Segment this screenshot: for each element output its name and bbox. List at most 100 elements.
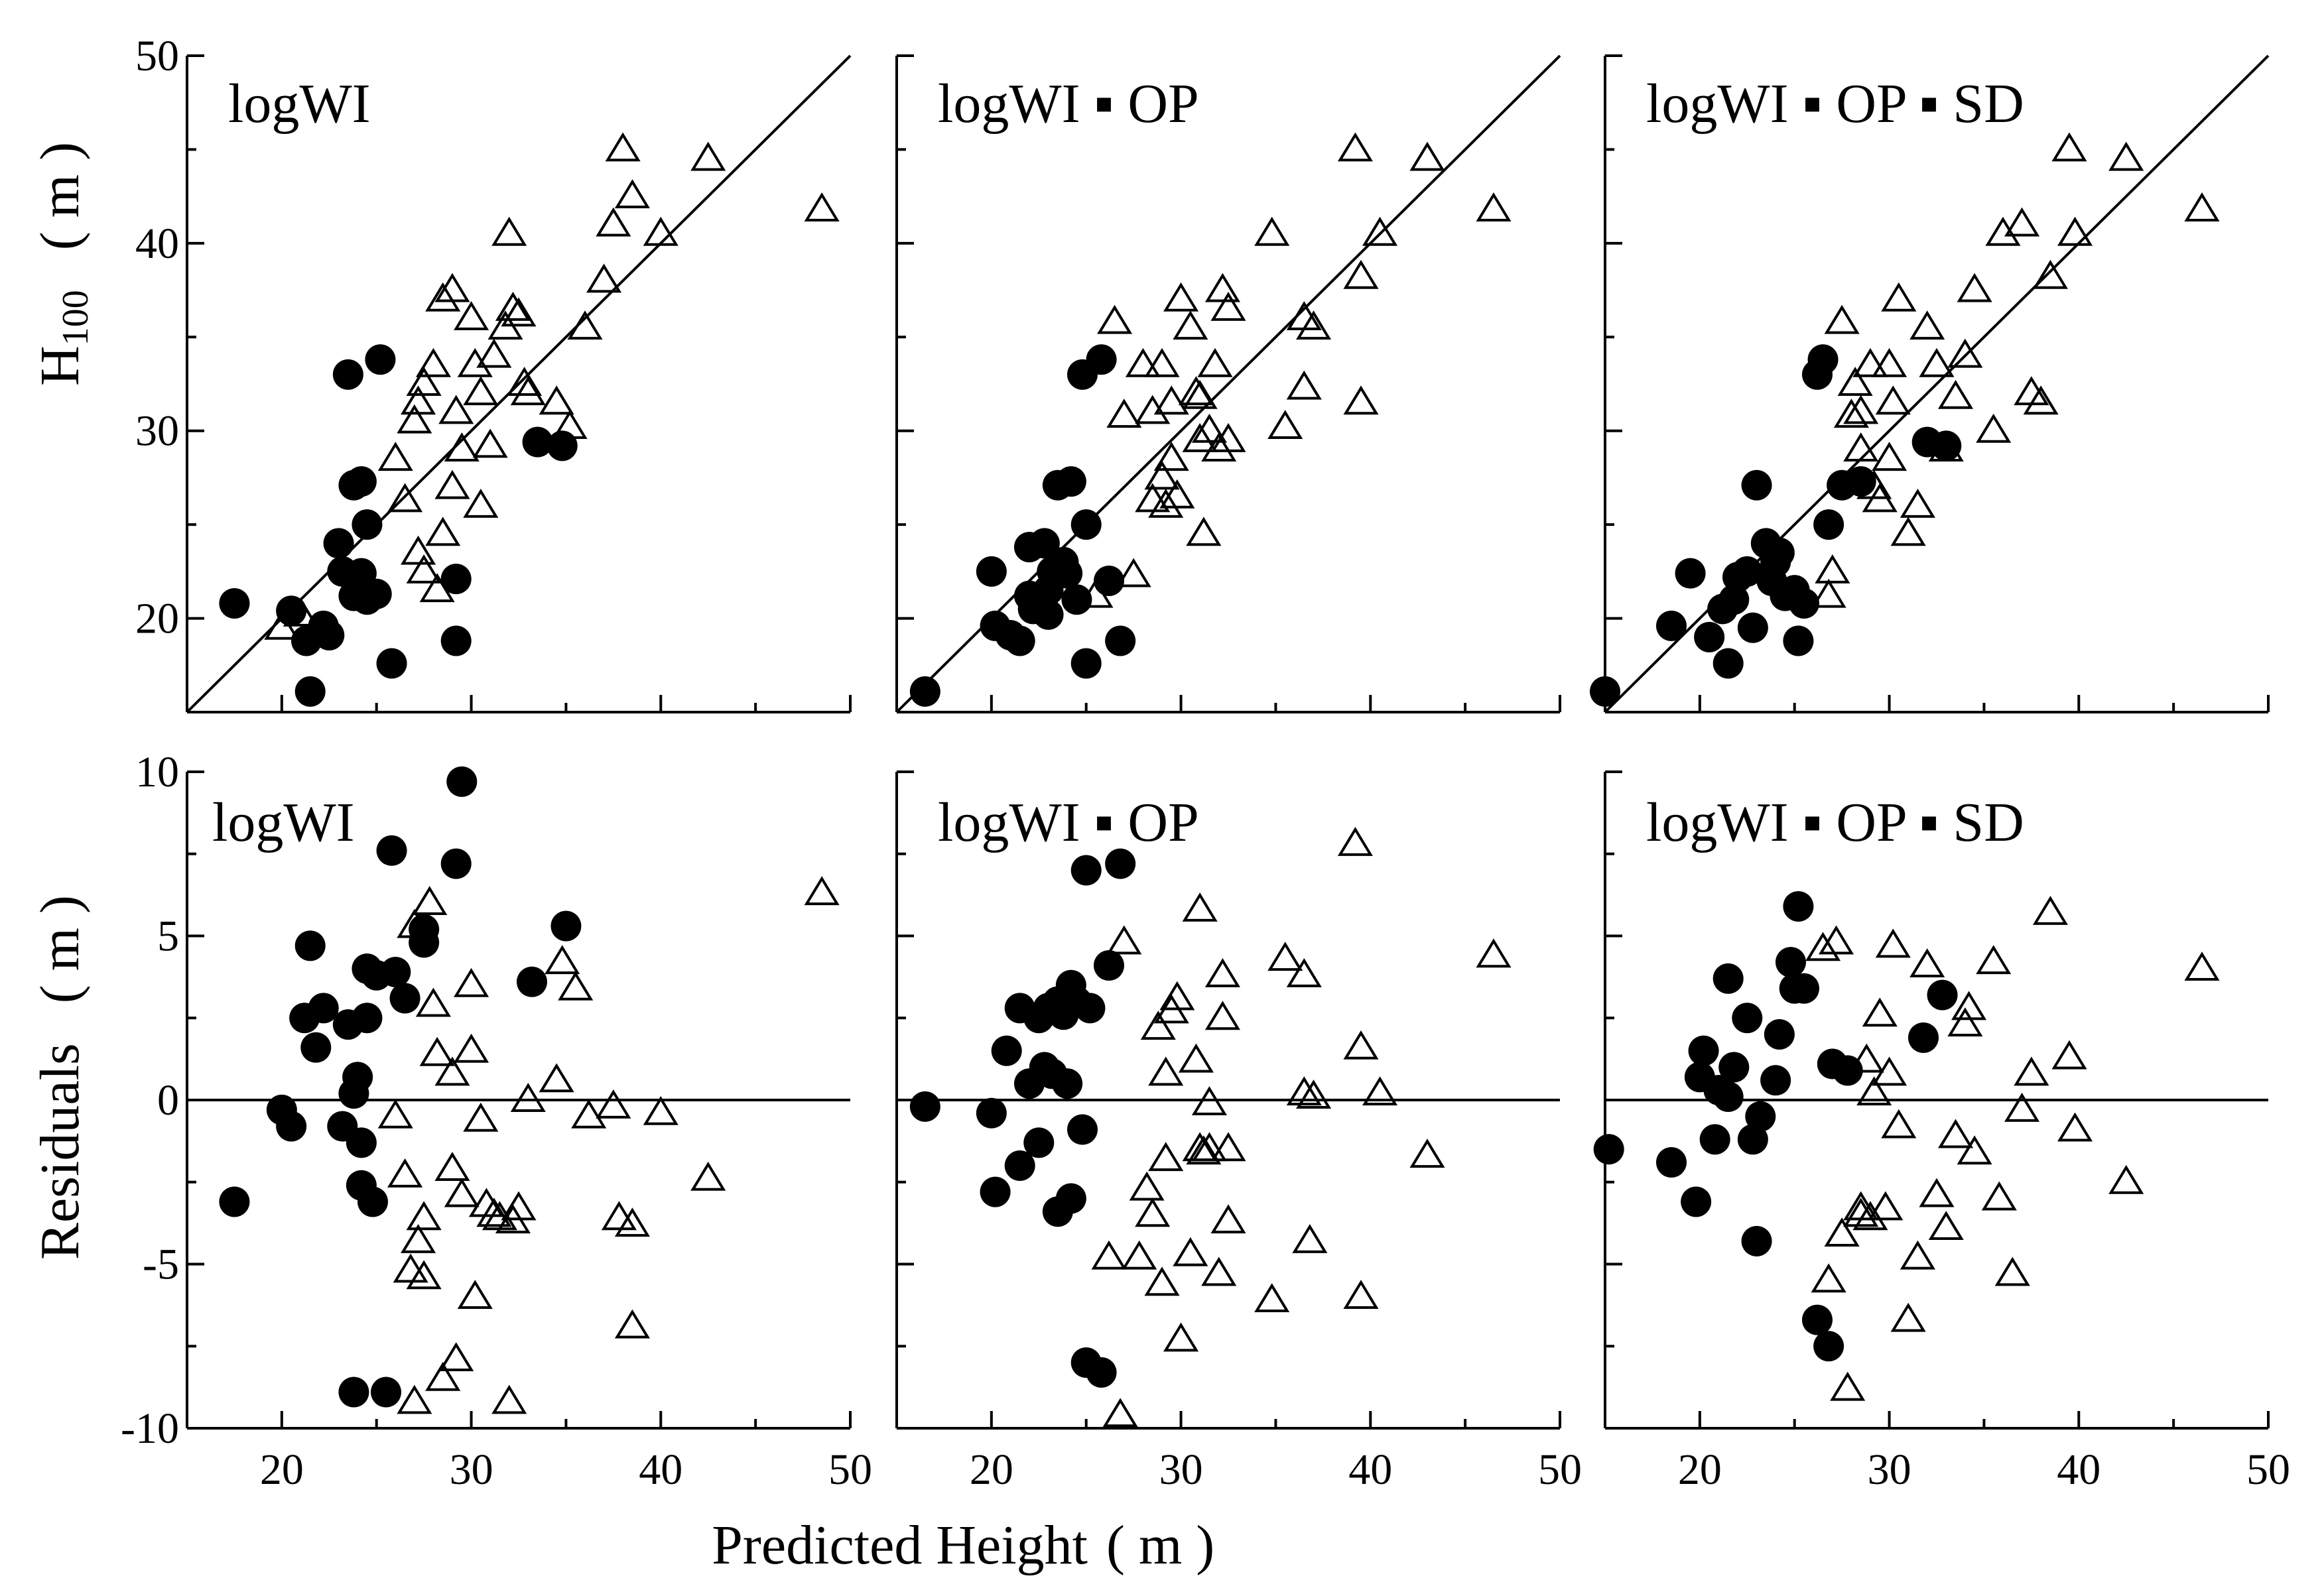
data-point-triangle (1210, 422, 1246, 452)
series-triangles (1091, 827, 1512, 1428)
panel-0-0: 20 30 40 50 logWI (135, 32, 852, 713)
data-point-circle (1813, 509, 1844, 540)
data-point-triangle (2108, 141, 2144, 171)
data-point-triangle (510, 376, 546, 406)
data-point-triangle (1106, 925, 1142, 955)
data-point-circle (1675, 558, 1706, 589)
data-point-circle (1732, 1003, 1763, 1034)
data-point-circle (352, 509, 383, 540)
data-point-triangle (444, 432, 480, 461)
data-point-triangle (1819, 925, 1854, 955)
data-point-triangle (476, 338, 512, 368)
x-axis-label: Predicted Height (712, 1514, 1088, 1576)
data-point-triangle (1204, 273, 1240, 302)
series-circles (909, 344, 1136, 707)
data-point-triangle (1843, 1197, 1879, 1227)
data-point-triangle (283, 597, 318, 627)
panel-1-1: 20 30 40 50 logWI ▪ OP (895, 770, 1582, 1494)
data-point-triangle (1343, 1280, 1379, 1309)
x-axis-unit: ( m ) (1106, 1514, 1214, 1576)
data-point-triangle (1197, 347, 1233, 377)
data-point-circle (991, 1035, 1022, 1066)
data-point-triangle (1843, 395, 1879, 424)
one-to-one-line (1604, 54, 2270, 713)
data-point-triangle (1856, 1076, 1892, 1106)
data-point-circle (976, 1097, 1007, 1129)
series-circles (909, 848, 1136, 1388)
data-point-triangle (1254, 216, 1290, 246)
data-point-triangle (457, 347, 493, 377)
data-point-circle (1688, 1035, 1719, 1066)
panel-0-1: logWI ▪ OP (895, 54, 1561, 713)
data-point-circle (1737, 1124, 1768, 1155)
data-point-triangle (1805, 932, 1841, 961)
data-point-triangle (415, 987, 451, 1017)
data-point-circle (1105, 625, 1136, 656)
data-point-circle (1094, 566, 1124, 596)
data-point-circle (1590, 676, 1620, 707)
data-point-circle (1070, 509, 1102, 540)
data-point-triangle (463, 376, 499, 406)
data-point-circle (357, 1186, 388, 1217)
data-point-triangle (1976, 413, 2012, 443)
y-axis-label-bottom: Residuals ( m ) (29, 895, 91, 1260)
data-point-triangle (596, 207, 631, 237)
data-point-circle (1764, 537, 1795, 568)
data-point-triangle (690, 1161, 726, 1191)
data-point-triangle (434, 1056, 470, 1086)
x-tick-label: 50 (1538, 1445, 1582, 1494)
data-point-circle (1086, 1357, 1117, 1388)
data-point-triangle (425, 282, 461, 312)
data-point-circle (1783, 890, 1814, 922)
data-point-circle (1813, 1331, 1844, 1362)
data-point-triangle (1875, 385, 1911, 415)
data-point-triangle (415, 347, 451, 377)
x-tick-label: 20 (260, 1445, 304, 1494)
data-point-circle (219, 1186, 250, 1217)
data-point-triangle (1173, 310, 1208, 340)
data-point-circle (1699, 1124, 1730, 1155)
data-point-circle (314, 620, 345, 651)
data-point-triangle (1148, 1056, 1184, 1086)
data-point-triangle (1938, 379, 1974, 409)
data-point-triangle (1928, 432, 1964, 461)
series-triangles (1811, 132, 2220, 608)
data-point-triangle (2032, 895, 2068, 925)
panel-title: logWI ▪ OP ▪ SD (1646, 792, 2024, 853)
data-point-triangle (539, 385, 574, 415)
data-point-circle (1094, 950, 1124, 981)
data-point-triangle (1976, 945, 2012, 975)
data-point-triangle (1909, 948, 1945, 978)
data-point-triangle (495, 291, 531, 321)
data-point-circle (323, 528, 354, 559)
data-point-triangle (1102, 1398, 1138, 1428)
data-point-circle (352, 1003, 383, 1034)
data-point-circle (1718, 584, 1750, 615)
data-point-triangle (1191, 1086, 1227, 1115)
x-tick-label: 50 (828, 1445, 872, 1494)
y-axis-label-top-main: H (29, 345, 91, 386)
data-point-triangle (1890, 517, 1926, 546)
data-point-triangle (1848, 1043, 1884, 1073)
data-point-triangle (2004, 1092, 2040, 1122)
data-point-triangle (425, 1361, 461, 1391)
data-point-triangle (1951, 991, 1987, 1020)
data-point-circle (1802, 1304, 1833, 1335)
data-point-triangle (2057, 1112, 2093, 1142)
data-point-triangle (1957, 273, 1992, 302)
data-point-triangle (614, 1309, 650, 1339)
data-point-circle (547, 430, 578, 461)
data-point-triangle (1286, 370, 1322, 400)
data-point-triangle (1919, 1178, 1955, 1207)
data-point-triangle (1852, 347, 1888, 377)
data-point-triangle (545, 945, 580, 975)
data-point-triangle (1135, 1197, 1171, 1227)
data-point-triangle (425, 517, 461, 546)
data-point-triangle (1815, 554, 1850, 583)
data-point-triangle (596, 1089, 631, 1119)
data-point-triangle (419, 573, 455, 603)
data-point-triangle (1947, 1007, 1983, 1037)
series-triangles (264, 132, 840, 640)
y-axis-label-top-unit: ( m ) (29, 142, 91, 250)
data-point-triangle (1091, 1240, 1127, 1270)
